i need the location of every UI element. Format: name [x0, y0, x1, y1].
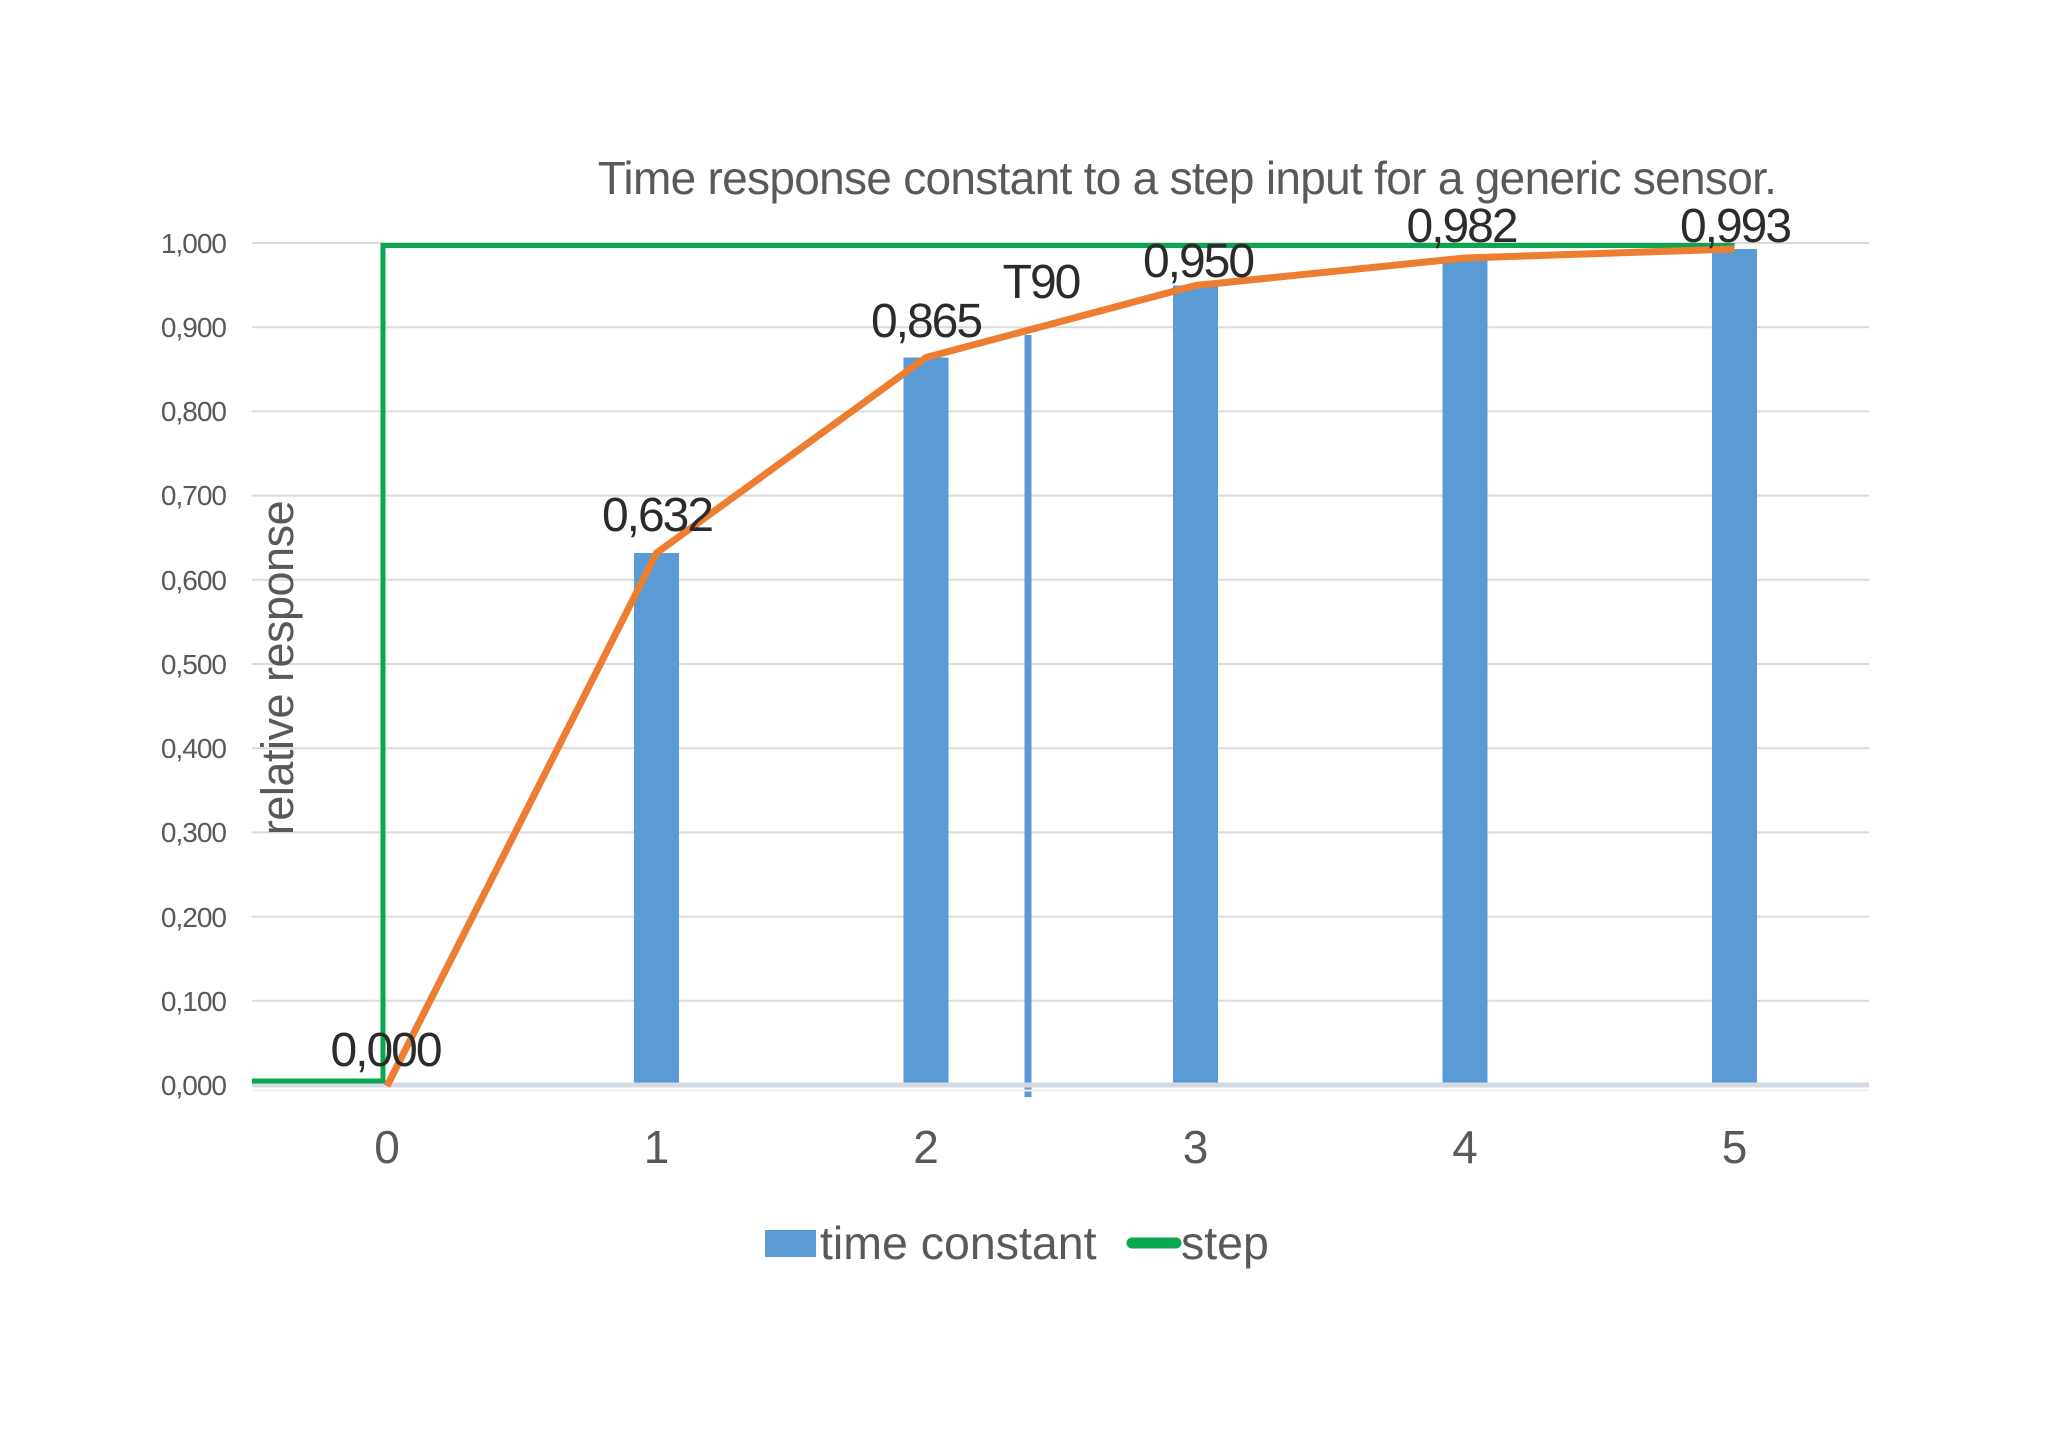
- svg-text:0,900: 0,900: [161, 312, 226, 343]
- svg-text:5: 5: [1722, 1121, 1748, 1173]
- svg-text:1,000: 1,000: [161, 228, 226, 259]
- svg-text:step: step: [1181, 1217, 1269, 1269]
- svg-text:0,950: 0,950: [1143, 235, 1253, 288]
- svg-text:0,700: 0,700: [161, 480, 226, 511]
- svg-text:0,200: 0,200: [161, 902, 226, 933]
- svg-text:Time response constant to a st: Time response constant to a step input f…: [598, 152, 1777, 204]
- svg-text:2: 2: [913, 1121, 939, 1173]
- svg-text:1: 1: [644, 1121, 670, 1173]
- svg-text:0,993: 0,993: [1680, 200, 1790, 253]
- svg-text:0,100: 0,100: [161, 986, 226, 1017]
- svg-text:0,400: 0,400: [161, 733, 226, 764]
- svg-text:0: 0: [374, 1121, 400, 1173]
- svg-text:3: 3: [1183, 1121, 1209, 1173]
- svg-text:relative response: relative response: [252, 501, 303, 835]
- svg-text:0,500: 0,500: [161, 649, 226, 680]
- svg-text:0,800: 0,800: [161, 396, 226, 427]
- svg-text:0,600: 0,600: [161, 565, 226, 596]
- svg-text:0,300: 0,300: [161, 817, 226, 848]
- svg-text:0,865: 0,865: [871, 295, 981, 348]
- svg-text:0,000: 0,000: [161, 1070, 226, 1101]
- svg-text:T90: T90: [1003, 256, 1080, 309]
- svg-text:0,982: 0,982: [1406, 200, 1516, 253]
- svg-text:time constant: time constant: [820, 1217, 1097, 1269]
- svg-text:0,000: 0,000: [330, 1024, 440, 1077]
- svg-text:0,632: 0,632: [602, 489, 712, 542]
- svg-text:4: 4: [1452, 1121, 1478, 1173]
